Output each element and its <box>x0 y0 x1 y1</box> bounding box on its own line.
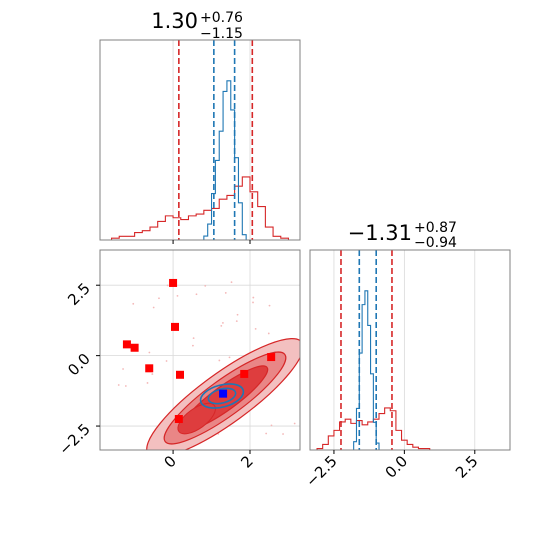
br-hist-grid <box>333 250 476 450</box>
joint-scatter-point <box>265 432 268 435</box>
joint-scatter-point <box>165 360 168 362</box>
red-square-marker <box>174 415 183 424</box>
red-square-marker <box>267 353 276 362</box>
red-contour-regions <box>146 338 300 450</box>
top-hist-panel: 1.30 +0.76 −1.15 <box>99 9 301 244</box>
blue-contour-inner <box>207 387 237 405</box>
joint-scatter-point <box>268 304 271 307</box>
joint-scatter-point <box>192 344 194 347</box>
joint-scatter-point <box>176 294 179 297</box>
joint-scatter-point <box>152 306 155 309</box>
red-square-marker <box>171 322 179 331</box>
br-hist-title-lower: −0.94 <box>414 235 457 251</box>
br-hist-ticks: −2.5 0.0 2.5 <box>302 450 482 491</box>
red-square-marker <box>130 343 139 352</box>
br-hist-title-upper: +0.87 <box>414 220 457 236</box>
br-x-tick-label: 0.0 <box>382 452 412 482</box>
joint-frame <box>99 249 301 451</box>
joint-scatter-point <box>204 284 207 287</box>
joint-scatter-point <box>267 332 270 335</box>
joint-panel: 0 2 2.5 0.0 −2.5 <box>55 249 301 472</box>
br-x-tick-label: 2.5 <box>452 452 482 482</box>
joint-scatter-point <box>158 297 160 300</box>
red-square-marker <box>145 364 154 373</box>
top-hist-quantile-lines <box>178 40 254 240</box>
br-x-tick-label: −2.5 <box>302 452 340 490</box>
joint-scatter-point <box>282 433 284 435</box>
br-hist-panel: −2.5 0.0 2.5 −1.31 +0.87 −0.94 <box>302 220 511 491</box>
joint-y-tick-label: −2.5 <box>55 420 93 458</box>
joint-scatter-point <box>293 422 296 425</box>
br-hist-narrow-series <box>353 290 380 450</box>
joint-scatter-point <box>224 292 227 294</box>
joint-scatter-point <box>151 373 154 375</box>
joint-scatter-point <box>124 385 127 387</box>
joint-scatter-point <box>220 324 223 327</box>
red-square-marker <box>176 370 184 379</box>
joint-scatter-point <box>195 293 198 296</box>
joint-x-tick-label: 2 <box>237 452 256 471</box>
top-hist-title-lower: −1.15 <box>200 26 243 42</box>
joint-y-tick-label: 2.5 <box>64 279 94 309</box>
top-hist-title-upper: +0.76 <box>200 10 243 26</box>
top-hist-narrow-series <box>203 80 247 240</box>
joint-scatter-point <box>218 359 221 362</box>
joint-scatter-point <box>148 351 151 354</box>
joint-scatter-point <box>146 382 149 384</box>
top-hist-title-value: 1.30 <box>151 9 198 33</box>
joint-scatter-point <box>228 356 231 359</box>
joint-markers <box>122 278 276 424</box>
br-hist-frame <box>309 249 511 451</box>
top-hist-ticks <box>172 240 251 244</box>
joint-scatter-point <box>132 302 135 305</box>
top-hist-frame <box>99 39 301 241</box>
joint-scatter-point <box>166 284 169 287</box>
br-hist-quantile-lines <box>340 250 393 450</box>
joint-scatter-point <box>252 301 254 304</box>
joint-scatter-point <box>192 337 195 340</box>
blue-contour-regions <box>199 383 245 409</box>
joint-density <box>117 278 300 450</box>
joint-x-tick-label: 0 <box>160 452 179 471</box>
br-hist-title-value: −1.31 <box>348 221 412 245</box>
joint-scatter-point <box>222 322 224 324</box>
top-hist-wide-series <box>110 176 290 240</box>
joint-scatter-point <box>122 368 124 370</box>
red-square-marker <box>240 369 249 378</box>
joint-scatter-point <box>254 327 257 330</box>
blue-square-marker <box>219 389 228 398</box>
joint-scatter-point <box>230 281 233 284</box>
top-hist-series <box>110 80 290 240</box>
joint-scatter-point <box>252 296 255 299</box>
joint-scatter-point <box>117 384 120 386</box>
joint-scatter-point <box>270 424 273 427</box>
red-square-marker <box>169 278 178 287</box>
red-contour-lobe <box>177 402 216 435</box>
joint-scatter-point <box>236 313 239 316</box>
blue-contour-outer <box>199 383 245 409</box>
top-hist-grid <box>172 40 251 240</box>
joint-y-tick-label: 0.0 <box>64 350 94 380</box>
joint-scatter-point <box>235 320 238 323</box>
red-square-marker <box>122 340 131 349</box>
